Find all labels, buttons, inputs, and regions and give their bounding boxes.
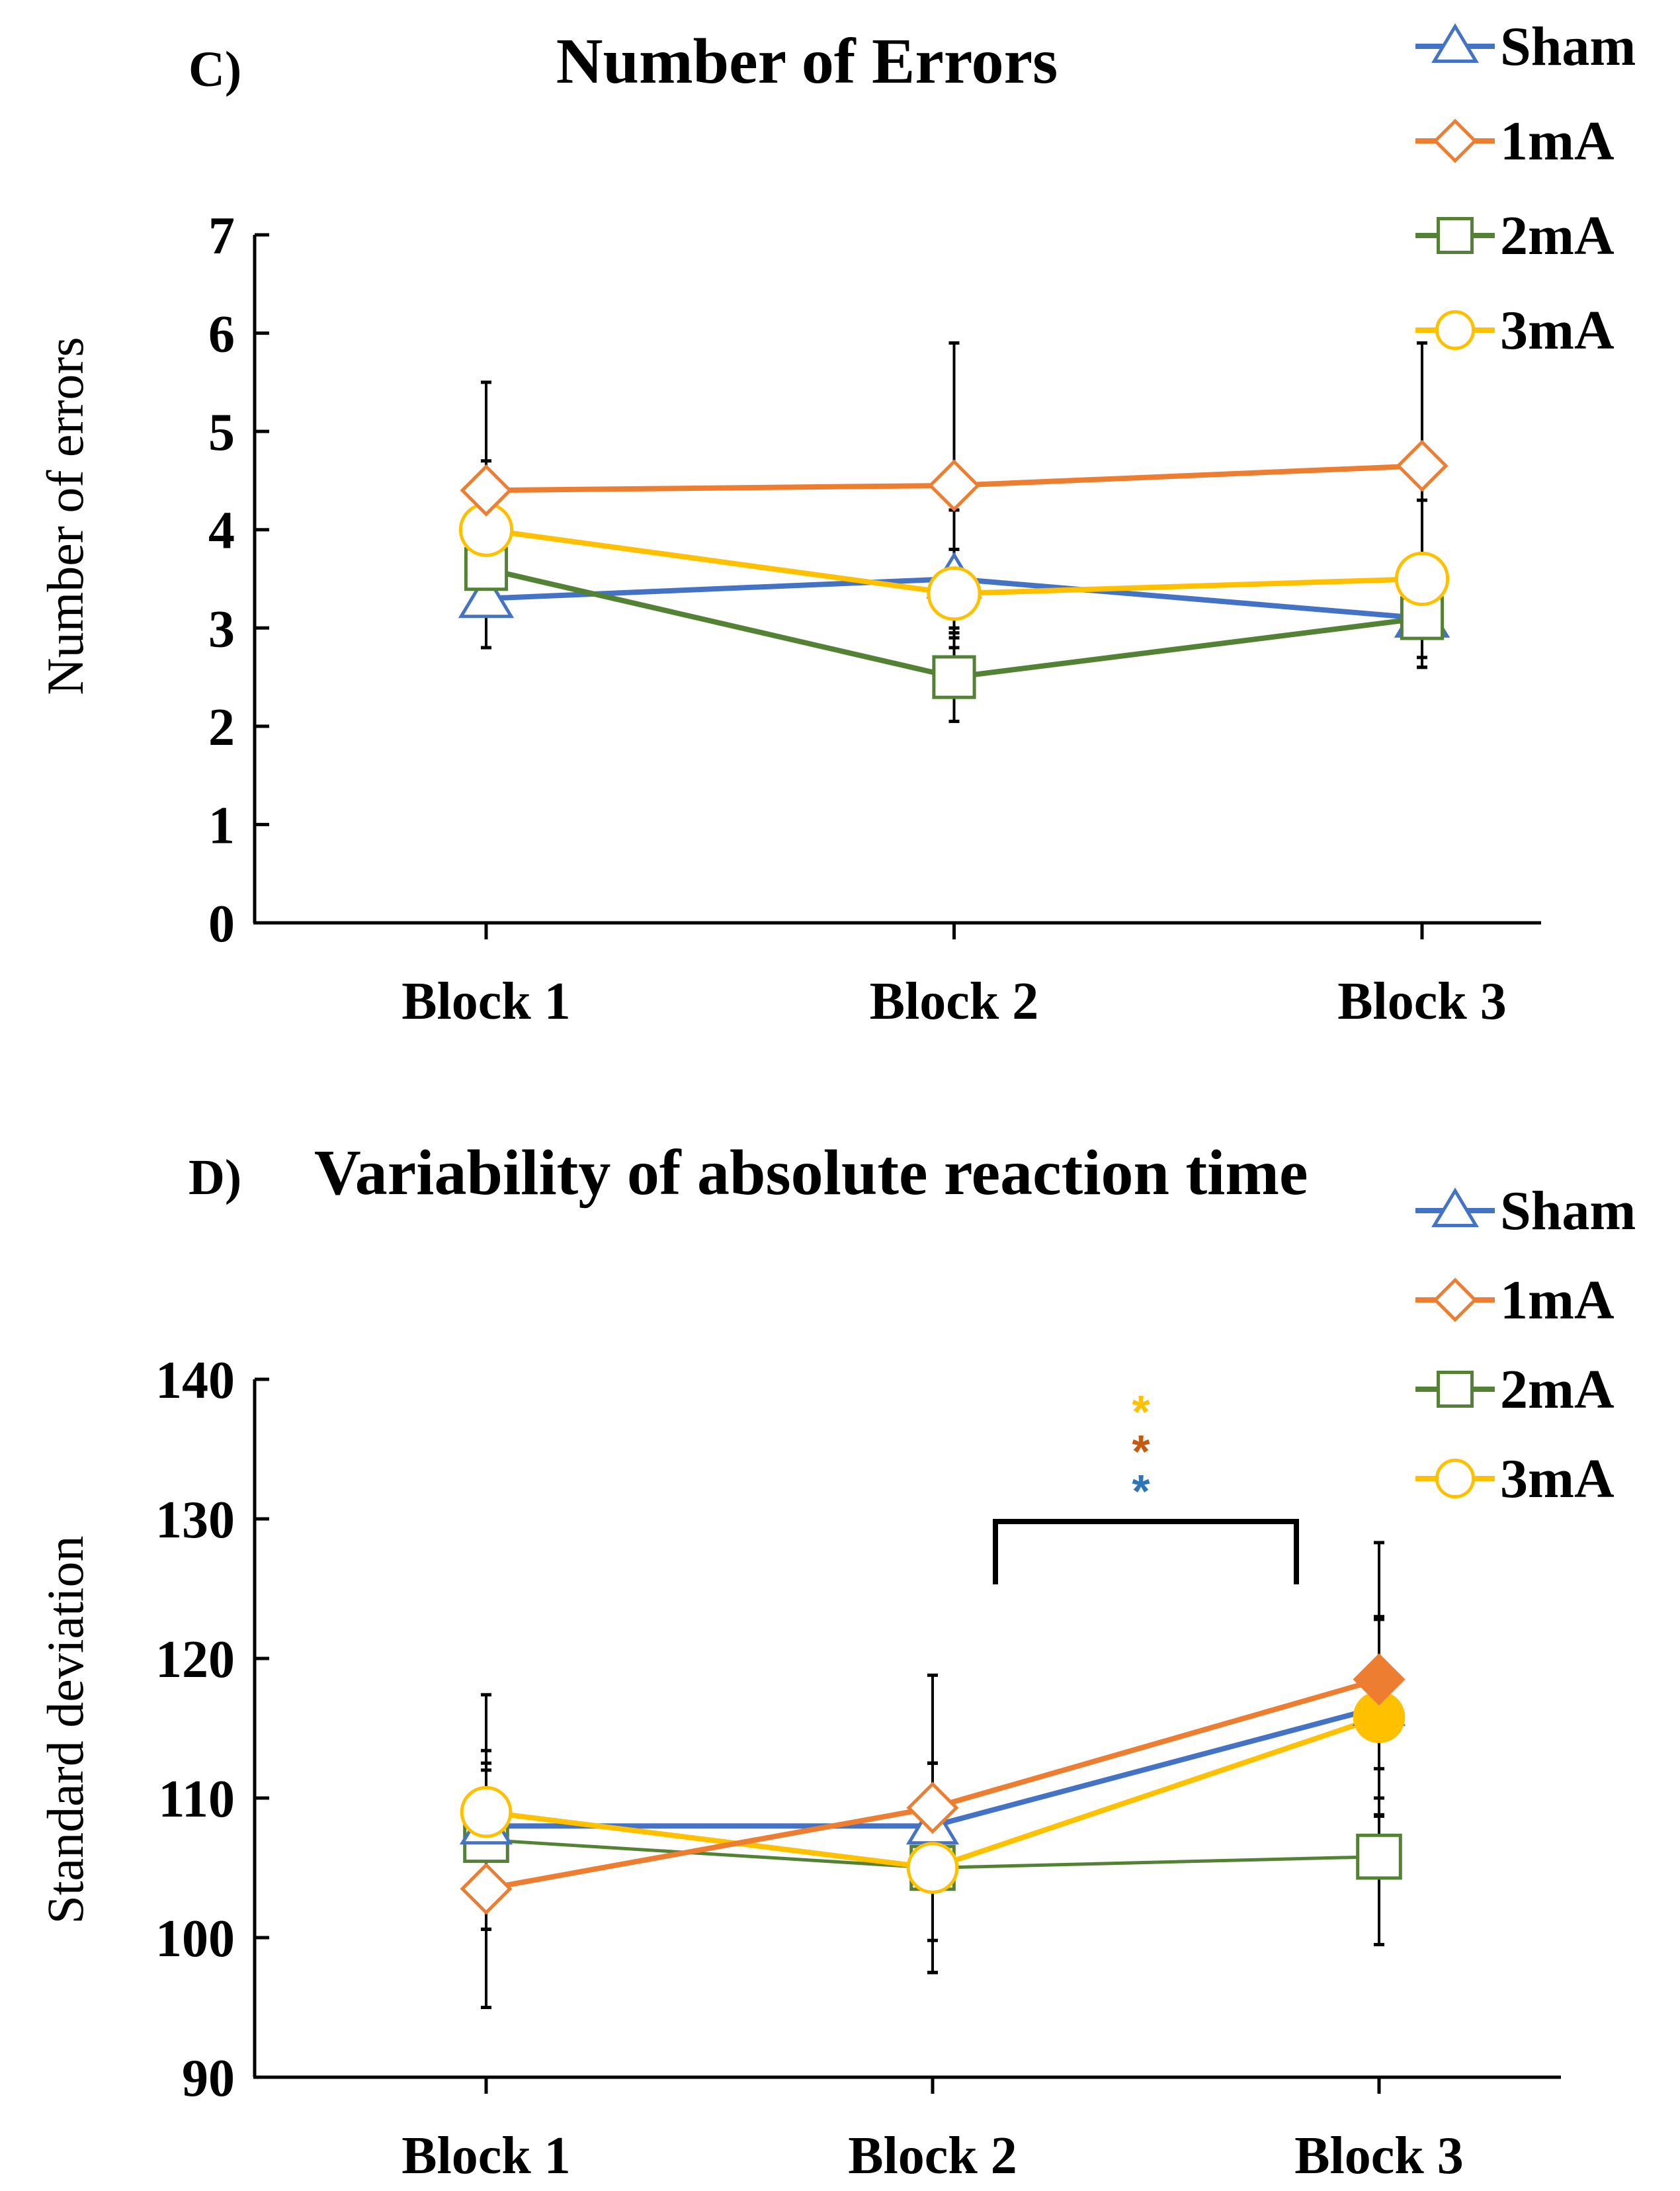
data-point-3ma [460,1785,513,1838]
data-point-1ma [460,1862,513,1915]
chart-panel-d: D) Variability of absolute reaction time… [36,1137,1636,2185]
data-point-1ma [460,464,513,517]
legend-marker-sham [1431,1187,1479,1227]
legend-label-sham: Sham [1500,1180,1636,1242]
data-point-2ma [932,655,976,699]
x-ticks-c: Block 1 Block 2 Block 3 [401,923,1507,1031]
y-axis-label-c: Number of errors [36,337,94,695]
legend-marker-2ma [1437,217,1474,254]
significance-star: * [1132,1465,1150,1517]
x-ticks-d: Block 1 Block 2 Block 3 [401,2077,1464,2185]
legend-c: Sham 1mA 2mA 3mA [1415,16,1636,361]
x-tick-label: Block 3 [1337,972,1507,1031]
y-tick-label: 0 [208,895,235,953]
x-tick-label: Block 2 [848,2127,1017,2185]
y-tick-label: 90 [182,2049,235,2108]
data-point-1ma [1353,1653,1406,1706]
data-point-3ma [906,1842,959,1894]
data-point-1ma [906,1782,959,1834]
x-tick-label: Block 2 [870,972,1039,1031]
legend-marker-sham [1431,23,1479,63]
data-point-3ma [1394,551,1450,607]
legend-label-1ma: 1mA [1500,110,1615,172]
significance-star: * [1132,1386,1150,1438]
y-tick-label: 110 [158,1770,235,1828]
chart-title-d: Variability of absolute reaction time [314,1137,1308,1209]
panel-label-d: D) [189,1150,241,1205]
x-tick-label: Block 1 [401,2127,571,2185]
significance-star: * [1132,1426,1150,1477]
y-tick-label: 130 [155,1491,235,1549]
legend-label-3ma: 3mA [1500,1448,1615,1510]
legend-marker-1ma [1433,118,1478,163]
x-tick-label: Block 1 [401,972,571,1031]
series-markers-d [459,1653,1406,1915]
legend-label-2ma: 2mA [1500,205,1615,267]
legend-label-2ma: 2mA [1500,1359,1615,1420]
y-tick-label: 3 [208,600,235,658]
series-markers-c [458,439,1450,699]
y-tick-label: 5 [208,404,235,462]
data-point-1ma [927,459,981,512]
legend-marker-3ma [1435,1458,1476,1499]
y-tick-label: 6 [208,306,235,364]
y-ticks-c: 0 1 2 3 4 5 6 7 [208,207,269,953]
legend-label-1ma: 1mA [1500,1269,1615,1331]
y-tick-label: 140 [155,1352,235,1410]
y-tick-label: 2 [208,699,235,757]
data-point-1ma [1396,439,1449,492]
legend-marker-3ma [1435,310,1476,351]
chart-panel-c: C) Number of Errors Sham 1mA 2mA 3mA Number… [36,16,1636,1031]
y-tick-label: 7 [208,207,235,265]
legend-d: Sham 1mA 2mA 3mA [1415,1180,1636,1510]
y-axis-label-d: Standard deviation [36,1535,94,1924]
legend-label-sham: Sham [1500,16,1636,77]
legend-label-3ma: 3mA [1500,300,1615,361]
y-tick-label: 4 [208,502,235,560]
axes-c [253,235,1541,925]
data-point-3ma [927,566,982,621]
significance-bracket: *** [993,1386,1299,1584]
chart-title-c: Number of Errors [556,26,1058,97]
axes-d [253,1379,1561,2079]
y-ticks-d: 90 100 110 120 130 140 [155,1352,269,2108]
error-bars-d [481,1541,1384,2009]
y-tick-label: 1 [208,796,235,855]
panel-label-c: C) [189,42,241,97]
data-point-2ma [1356,1833,1402,1880]
data-point-sham [458,571,515,619]
y-tick-label: 120 [155,1631,235,1689]
x-tick-label: Block 3 [1294,2127,1464,2185]
significance-bracket-line [993,1519,1299,1584]
y-tick-label: 100 [155,1910,235,1968]
legend-marker-2ma [1437,1371,1474,1408]
legend-marker-1ma [1433,1277,1478,1322]
